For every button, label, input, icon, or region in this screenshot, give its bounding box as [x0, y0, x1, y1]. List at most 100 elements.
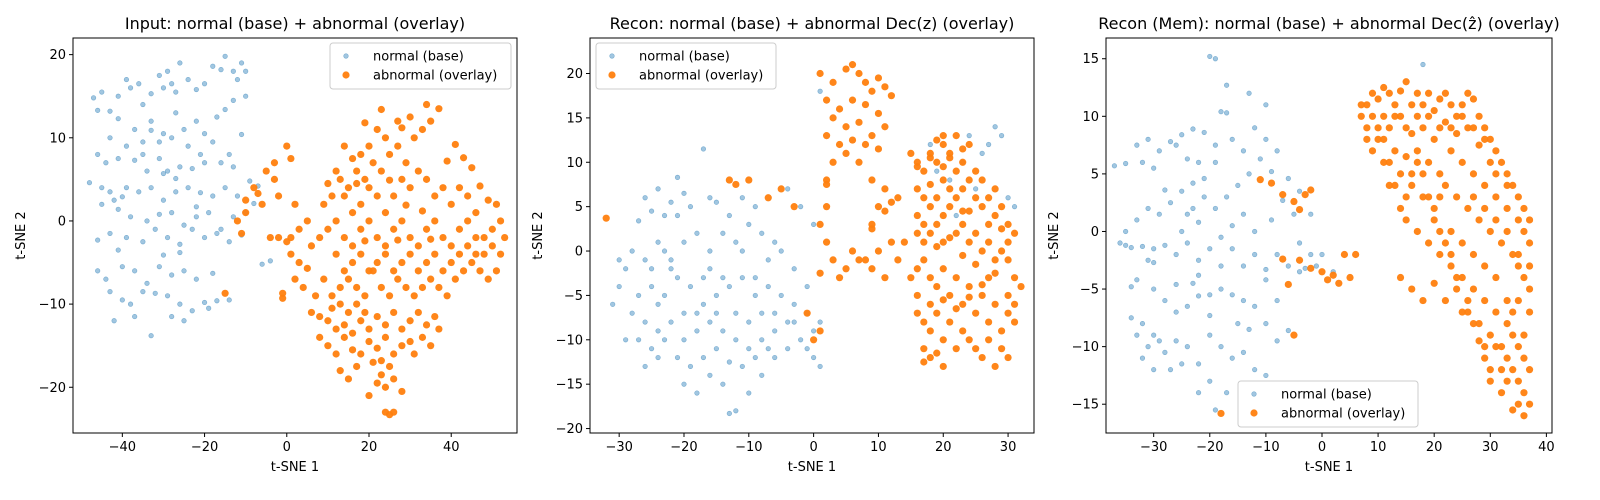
abnormal-point	[1430, 135, 1438, 143]
normal-point	[642, 257, 648, 263]
normal-point	[1156, 148, 1162, 154]
normal-point	[668, 266, 674, 272]
normal-series	[610, 88, 1018, 417]
normal-point	[197, 190, 204, 196]
normal-point	[1195, 219, 1202, 225]
abnormal-point	[365, 217, 373, 225]
normal-point	[1184, 156, 1190, 162]
abnormal-point	[472, 250, 480, 258]
abnormal-point	[933, 242, 941, 251]
normal-point	[661, 248, 668, 254]
abnormal-point	[1010, 318, 1019, 326]
abnormal-point	[291, 200, 299, 208]
normal-point	[1151, 286, 1157, 292]
normal-point	[267, 258, 273, 264]
normal-point	[1308, 211, 1314, 217]
abnormal-point	[965, 293, 973, 301]
normal-point	[681, 337, 687, 343]
abnormal-point	[1363, 135, 1371, 143]
abnormal-point	[881, 83, 889, 91]
abnormal-point	[1380, 135, 1388, 143]
normal-point	[1190, 126, 1196, 132]
abnormal-point	[939, 140, 947, 149]
abnormal-point	[894, 256, 902, 264]
abnormal-point	[822, 132, 831, 140]
abnormal-point	[1335, 279, 1343, 287]
abnormal-point	[270, 175, 279, 183]
normal-point	[173, 175, 179, 182]
normal-point	[144, 218, 150, 224]
normal-point	[164, 293, 171, 299]
normal-point	[733, 408, 739, 414]
abnormal-point	[725, 176, 733, 184]
normal-point	[1274, 148, 1280, 154]
abnormal-point	[324, 179, 332, 188]
normal-point	[986, 141, 992, 148]
abnormal-point	[1352, 250, 1360, 259]
abnormal-point	[874, 247, 883, 255]
normal-point	[103, 160, 109, 166]
normal-point	[1134, 142, 1140, 148]
abnormal-point	[1525, 262, 1534, 270]
normal-point	[136, 189, 142, 195]
abnormal-point	[328, 304, 336, 312]
abnormal-point	[1447, 250, 1455, 259]
abnormal-point	[1385, 158, 1393, 166]
normal-point	[1201, 175, 1207, 182]
abnormal-point	[468, 258, 476, 267]
abnormal-point	[242, 196, 250, 204]
abnormal-point	[1441, 118, 1450, 126]
normal-point	[95, 268, 101, 274]
normal-point	[1151, 332, 1157, 338]
abnormal-point	[492, 200, 501, 208]
abnormal-point	[488, 225, 496, 233]
normal-point	[791, 301, 797, 307]
abnormal-point	[390, 408, 398, 416]
normal-point	[1285, 263, 1291, 269]
normal-point	[90, 95, 97, 101]
normal-point	[234, 193, 241, 199]
normal-point	[681, 310, 687, 316]
abnormal-point	[316, 233, 324, 242]
abnormal-point	[373, 344, 381, 352]
normal-point	[173, 110, 179, 116]
abnormal-point	[406, 317, 414, 325]
abnormal-point	[1514, 296, 1522, 305]
legend-normal-label: normal (base)	[373, 50, 464, 65]
normal-point	[152, 226, 158, 232]
normal-point	[778, 248, 784, 254]
normal-point	[177, 249, 183, 256]
normal-point	[720, 328, 726, 334]
normal-point	[707, 195, 713, 201]
normal-point	[1145, 344, 1151, 350]
normal-point	[218, 160, 224, 166]
abnormal-point	[365, 325, 373, 333]
abnormal-point	[1503, 181, 1511, 190]
normal-point	[177, 241, 183, 247]
y-tick-label: −15	[1072, 398, 1099, 413]
panel-recon-mem: Recon (Mem): normal (base) + abnormal De…	[1047, 14, 1560, 475]
panel-input: Input: normal (base) + abnormal (overlay…	[14, 14, 518, 475]
legend-box	[595, 42, 777, 90]
abnormal-point	[287, 233, 295, 242]
normal-point	[160, 252, 167, 258]
normal-point	[1123, 242, 1129, 248]
normal-point	[934, 168, 940, 174]
abnormal-point	[1279, 255, 1287, 263]
abnormal-point	[952, 194, 960, 202]
y-tick-label: 5	[575, 200, 583, 215]
abnormal-point	[1267, 179, 1276, 187]
abnormal-point	[369, 358, 377, 366]
x-tick-label: 0	[283, 440, 291, 455]
abnormal-point	[480, 233, 488, 242]
abnormal-point	[254, 189, 262, 198]
abnormal-point	[361, 292, 369, 300]
abnormal-point	[447, 258, 455, 267]
x-tick-label: −30	[605, 440, 632, 455]
abnormal-point	[1368, 147, 1377, 155]
abnormal-point	[398, 175, 406, 183]
x-tick-label: 40	[1538, 440, 1555, 455]
legend-abnormal-label: abnormal (overlay)	[1281, 407, 1405, 422]
abnormal-point	[1492, 147, 1500, 155]
normal-point	[765, 283, 771, 290]
